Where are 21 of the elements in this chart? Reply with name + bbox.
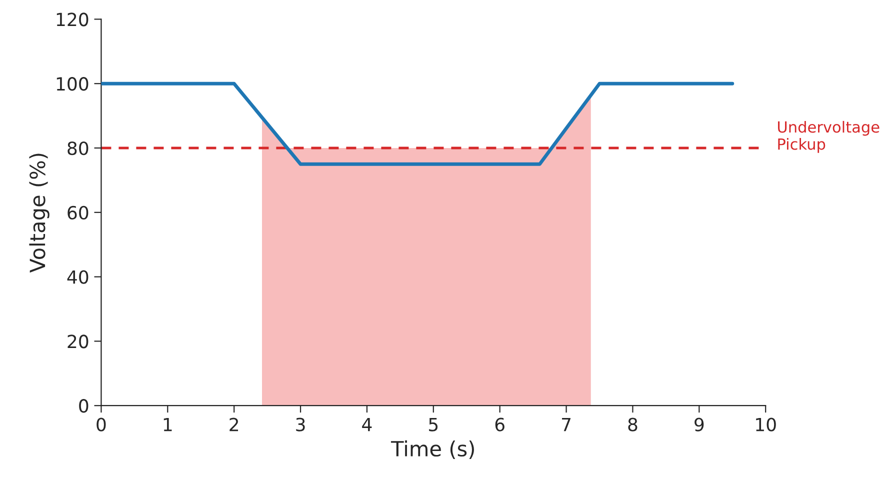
x-tick-label: 10: [756, 418, 776, 432]
x-tick-label: 2: [230, 418, 238, 432]
y-tick-label: 60: [68, 206, 88, 220]
y-axis-title: Voltage (%): [29, 154, 50, 273]
y-tick-label: 100: [56, 77, 88, 91]
y-tick-label: 80: [68, 141, 88, 156]
y-tick-label: 40: [67, 270, 88, 284]
x-tick-label: 4: [362, 418, 372, 432]
x-tick-label: 8: [628, 418, 638, 432]
x-tick-label: 6: [495, 418, 504, 432]
x-tick-label: 9: [694, 418, 704, 432]
x-tick-label: 5: [429, 418, 438, 432]
x-tick-label: 3: [296, 418, 305, 432]
x-tick-label: 7: [562, 418, 570, 432]
ref-line-label: Undervoltage Pickup: [778, 120, 880, 153]
y-tick-label: 20: [68, 334, 88, 348]
y-tick-label: 120: [56, 12, 88, 26]
x-tick-label: 1: [164, 418, 172, 432]
x-axis-title: Time (s): [390, 440, 474, 460]
x-tick-label: 0: [96, 418, 106, 432]
y-tick-label: 0: [79, 399, 88, 413]
